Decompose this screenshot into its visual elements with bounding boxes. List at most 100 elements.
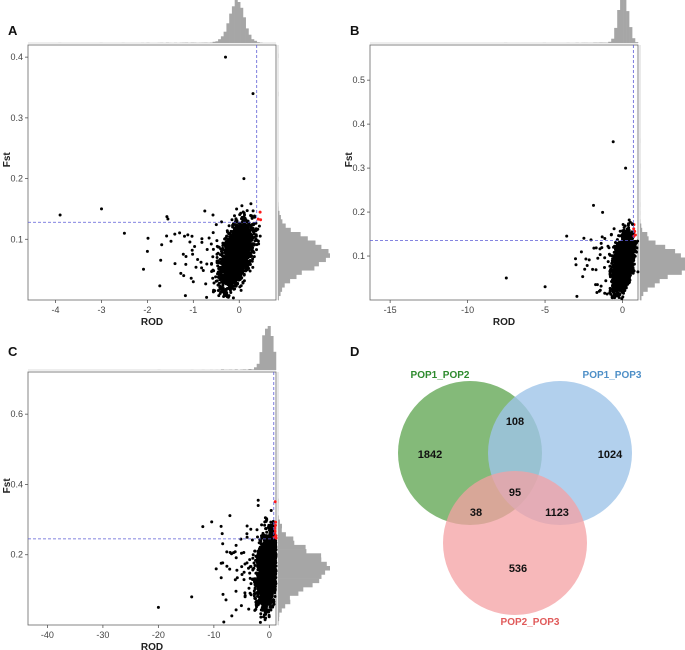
hist-bar (640, 232, 648, 237)
scatter-point (252, 223, 256, 227)
scatter-point (58, 213, 62, 217)
hist-bar (640, 240, 656, 246)
scatter-point (146, 236, 150, 240)
hist-bar (640, 291, 644, 297)
scatter-point (228, 231, 232, 235)
hist-bar (614, 27, 618, 43)
scatter-point (238, 243, 242, 247)
scatter-point (251, 230, 255, 234)
scatter-point (234, 265, 238, 269)
scatter-point (215, 252, 219, 256)
scatter-point (622, 291, 625, 295)
panel-label-a: A (8, 23, 18, 38)
scatter-point (190, 248, 194, 252)
scatter-point (227, 240, 231, 244)
scatter-point (183, 234, 186, 238)
scatter-point (230, 286, 234, 290)
x-tick-label: -1 (189, 305, 197, 315)
scatter-point (251, 209, 255, 213)
hist-bar (245, 28, 249, 43)
hist-bar (640, 257, 685, 263)
scatter-point (216, 272, 220, 276)
hist-bar (611, 38, 615, 43)
scatter-point (234, 220, 237, 224)
scatter-point (211, 276, 215, 280)
scatter-point (200, 266, 204, 270)
panel-a: A -4 -3 -2 -1 0 0.10.20.30.4 ROD Fst (2, 0, 330, 328)
scatter-point (214, 275, 218, 279)
panel-b-top-histogram (370, 0, 639, 44)
hist-bar (640, 270, 682, 275)
scatter-point (223, 290, 227, 294)
hist-bar (640, 287, 648, 292)
scatter-point (239, 230, 242, 234)
scatter-point (236, 233, 239, 237)
hist-bar (251, 39, 255, 43)
hist-bar (278, 291, 281, 297)
scatter-point (189, 276, 193, 280)
panel-a-right-histogram (277, 45, 330, 301)
hist-bar (278, 206, 279, 212)
hist-bar (278, 253, 330, 258)
hist-bar (278, 249, 329, 254)
scatter-point (247, 238, 251, 242)
hist-bar (231, 6, 235, 44)
scatter-point (222, 248, 225, 252)
scatter-point (216, 289, 220, 292)
scatter-point (632, 254, 636, 258)
panel-a-y-ticks: 0.10.20.30.4 (10, 52, 28, 244)
scatter-point (228, 266, 232, 270)
scatter-point (235, 207, 239, 211)
scatter-point (215, 256, 219, 259)
scatter-point (245, 209, 249, 213)
scatter-point (179, 271, 183, 275)
scatter-point (224, 55, 227, 59)
scatter-point (240, 204, 244, 208)
scatter-point (235, 225, 239, 229)
scatter-point (231, 231, 235, 235)
scatter-point (228, 254, 232, 258)
scatter-point (240, 215, 244, 219)
hist-bar (278, 261, 319, 267)
hist-bar (640, 283, 655, 288)
panel-a-y-label: Fst (2, 152, 13, 168)
scatter-point (224, 236, 228, 240)
scatter-point (165, 234, 169, 238)
scatter-point (258, 234, 262, 238)
scatter-point (200, 240, 204, 244)
scatter-point (224, 280, 228, 283)
hist-bar (640, 253, 681, 258)
scatter-point (216, 264, 220, 268)
scatter-point (242, 177, 246, 181)
scatter-point (142, 267, 145, 271)
scatter-point (227, 224, 231, 228)
hist-bar (640, 274, 668, 280)
scatter-point (228, 260, 232, 264)
highlighted-point (256, 217, 260, 221)
scatter-point (245, 266, 249, 270)
scatter-point (627, 226, 631, 230)
scatter-point (237, 273, 241, 277)
scatter-point (173, 232, 177, 236)
scatter-point (122, 231, 126, 235)
hist-bar (215, 41, 219, 43)
scatter-point (243, 226, 246, 230)
hist-bar (640, 278, 660, 284)
scatter-point (239, 284, 243, 288)
scatter-point (243, 221, 247, 225)
scatter-point (221, 286, 225, 290)
scatter-point (227, 250, 231, 254)
scatter-point (246, 241, 250, 245)
y-tick-label: 0.3 (10, 113, 23, 123)
scatter-point (215, 244, 219, 248)
scatter-point (160, 243, 164, 247)
scatter-point (231, 234, 235, 238)
scatter-point (231, 225, 235, 229)
scatter-point (229, 280, 233, 284)
hist-bar (620, 0, 624, 43)
hist-bar (278, 295, 279, 301)
scatter-point (220, 251, 224, 255)
scatter-point (224, 260, 228, 264)
hist-bar (278, 283, 285, 288)
